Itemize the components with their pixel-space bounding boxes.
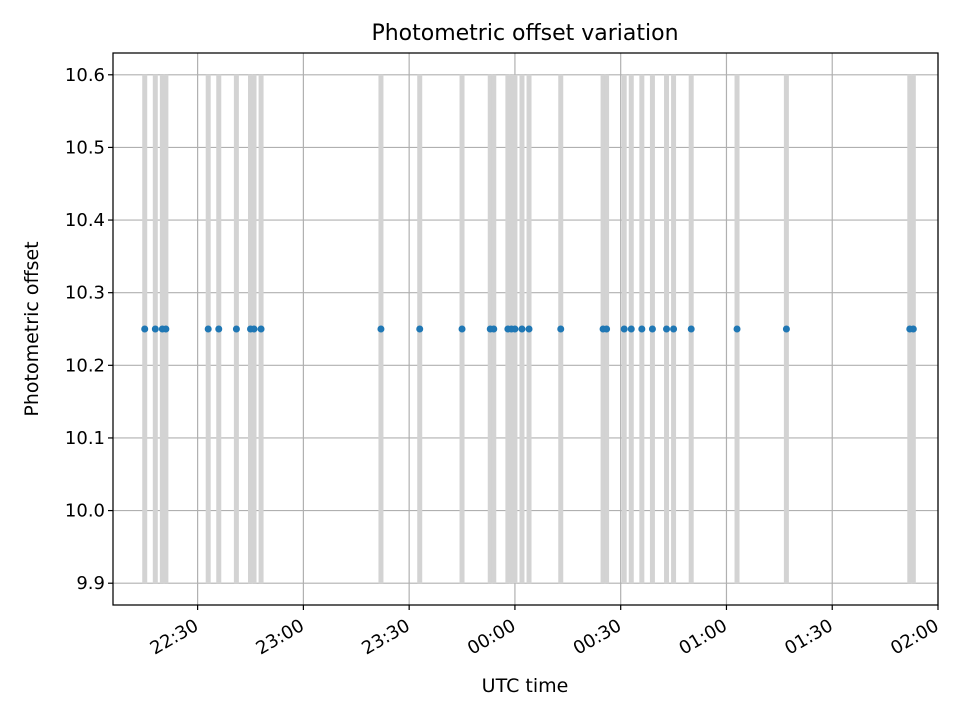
data-point [670,325,678,333]
y-axis-label: Photometric offset [21,241,43,416]
data-point [204,325,212,333]
y-tick-label: 10.5 [65,137,105,158]
data-point [511,325,519,333]
data-point [250,325,258,333]
data-point [627,325,635,333]
y-tick-label: 10.6 [65,65,105,86]
data-point [232,325,240,333]
x-axis-label: UTC time [482,675,569,697]
data-point [151,325,159,333]
y-tick-label: 10.2 [65,355,105,376]
data-point [638,325,646,333]
data-point [663,325,671,333]
y-tick-label: 9.9 [76,573,105,594]
data-point [603,325,611,333]
y-tick-label: 10.1 [65,428,105,449]
data-point [490,325,498,333]
data-point [525,325,533,333]
plot-frame [112,52,939,606]
y-tick-label: 10.0 [65,501,105,522]
data-point [648,325,656,333]
data-point [416,325,424,333]
chart-title: Photometric offset variation [371,21,678,46]
data-point [162,325,170,333]
y-tick-label: 10.4 [65,210,105,231]
y-axis-ticks: 9.9 10.0 10.1 10.2 10.3 10.4 10.5 10.6 [65,65,113,594]
data-point [518,325,526,333]
data-points [141,325,917,333]
data-point [909,325,917,333]
data-point [257,325,265,333]
data-point [215,325,223,333]
data-point [141,325,149,333]
data-point [687,325,695,333]
data-point [377,325,385,333]
data-point [782,325,790,333]
data-point [557,325,565,333]
data-point [733,325,741,333]
data-point [458,325,466,333]
y-tick-label: 10.3 [65,283,105,304]
data-point [620,325,628,333]
